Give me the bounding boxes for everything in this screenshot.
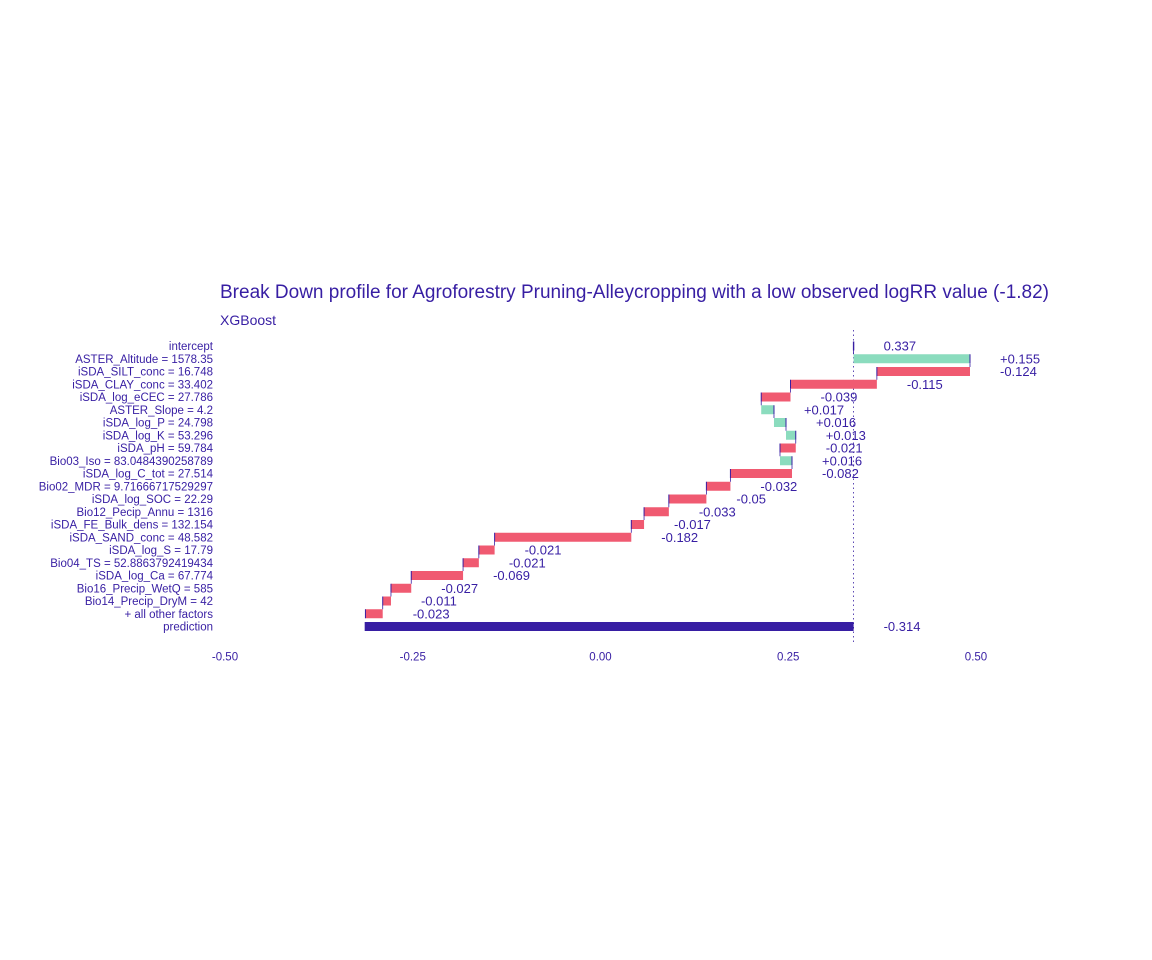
y-label: Bio03_Iso = 83.0484390258789 [50, 456, 213, 468]
data-label: -0.314 [884, 619, 921, 634]
x-tick-label: 0.50 [965, 652, 987, 664]
contribution-bar [706, 481, 731, 491]
y-label: iSDA_log_eCEC = 27.786 [80, 392, 213, 404]
contribution-bar [785, 430, 796, 440]
contribution-bar [773, 418, 786, 427]
contribution-bar [761, 405, 774, 415]
y-label: prediction [163, 622, 213, 634]
contribution-bar [463, 558, 479, 568]
contribution-bar [761, 392, 791, 402]
data-label: +0.016 [816, 415, 856, 430]
y-label: iSDA_CLAY_conc = 33.402 [72, 379, 213, 391]
y-label: Bio04_TS = 52.8863792419434 [50, 558, 213, 570]
bars-layer [364, 341, 971, 631]
y-label: iSDA_log_Ca = 67.774 [96, 571, 214, 583]
x-tick-label: -0.25 [400, 652, 426, 664]
contribution-bar [382, 596, 391, 606]
y-label: ASTER_Altitude = 1578.35 [75, 354, 213, 366]
y-label: Bio16_Precip_WetQ = 585 [77, 583, 213, 595]
connectors-layer [382, 350, 971, 610]
data-labels: 0.337+0.155-0.124-0.115-0.039+0.017+0.01… [413, 339, 1040, 635]
data-label: -0.115 [907, 377, 943, 392]
contribution-bar [365, 609, 383, 619]
data-label: -0.033 [699, 504, 736, 519]
contribution-bar [876, 367, 970, 376]
contribution-bar [411, 571, 464, 580]
data-label: -0.124 [1000, 364, 1037, 379]
y-label: + all other factors [124, 609, 213, 621]
data-label: -0.05 [736, 492, 766, 507]
contribution-bar [478, 545, 495, 555]
data-label: +0.017 [804, 402, 844, 417]
y-label: iSDA_SAND_conc = 48.582 [69, 532, 213, 544]
x-tick-label: 0.25 [777, 652, 799, 664]
y-label: iSDA_log_C_tot = 27.514 [83, 469, 214, 481]
data-label: +0.013 [826, 428, 866, 443]
data-label: -0.032 [760, 479, 797, 494]
chart-subtitle: XGBoost [220, 312, 276, 328]
data-label: +0.155 [1000, 351, 1040, 366]
y-label: iSDA_log_SOC = 22.29 [92, 494, 213, 506]
y-label: intercept [169, 341, 214, 353]
x-axis: -0.50 -0.25 0.00 0.25 0.50 [212, 652, 987, 664]
y-label: iSDA_SILT_conc = 16.748 [78, 367, 213, 379]
chart-title: Break Down profile for Agroforestry Prun… [220, 282, 1049, 303]
y-label: iSDA_pH = 59.784 [117, 443, 213, 455]
contribution-bar [730, 469, 793, 478]
y-label: Bio14_Precip_DryM = 42 [85, 596, 213, 608]
data-label: -0.023 [413, 606, 450, 621]
contribution-bar [779, 443, 796, 453]
data-label: -0.021 [525, 543, 562, 558]
y-label: Bio12_Pecip_Annu = 1316 [76, 507, 213, 519]
y-label: Bio02_MDR = 9.71666717529297 [39, 481, 213, 493]
contribution-bar [853, 354, 970, 364]
data-label: 0.337 [884, 339, 917, 354]
data-label: -0.017 [674, 517, 711, 532]
contribution-bar [494, 532, 632, 542]
y-label: iSDA_FE_Bulk_dens = 132.154 [51, 520, 214, 532]
prediction-bar [364, 622, 854, 631]
contribution-bar [790, 379, 877, 389]
y-label: iSDA_log_S = 17.79 [109, 545, 213, 557]
data-label: -0.082 [822, 466, 859, 481]
data-label: -0.027 [441, 581, 478, 596]
data-label: -0.039 [821, 390, 858, 405]
y-label: iSDA_log_P = 24.798 [103, 418, 213, 430]
y-label: iSDA_log_K = 53.296 [103, 430, 213, 442]
x-tick-label: -0.50 [212, 652, 238, 664]
data-label: -0.182 [661, 530, 698, 545]
data-label: -0.069 [493, 568, 530, 583]
data-label: +0.016 [822, 453, 862, 468]
contribution-bar [644, 507, 669, 517]
data-label: -0.021 [826, 441, 863, 456]
contribution-bar [779, 456, 793, 466]
x-tick-label: 0.00 [589, 652, 611, 664]
contribution-bar [631, 520, 645, 529]
contribution-bar [668, 494, 707, 504]
y-label: ASTER_Slope = 4.2 [110, 405, 213, 417]
contribution-bar [390, 583, 412, 593]
data-label: -0.021 [509, 555, 546, 570]
data-label: -0.011 [421, 594, 457, 609]
